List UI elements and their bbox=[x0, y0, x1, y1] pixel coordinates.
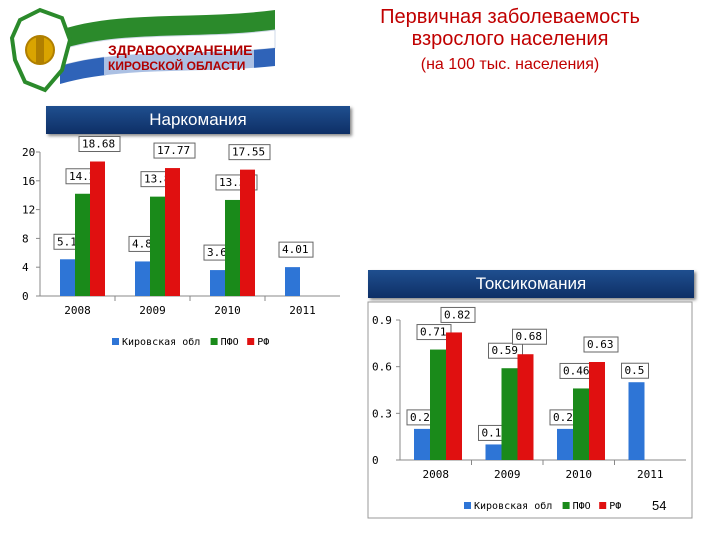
page-subtitle: (на 100 тыс. населения) bbox=[420, 56, 600, 73]
data-label: 0.5 bbox=[625, 364, 645, 377]
bar-0-0 bbox=[60, 259, 75, 296]
data-label-box bbox=[278, 241, 314, 258]
data-label: 0.59 bbox=[492, 344, 519, 357]
y-tick-label: 16 bbox=[22, 175, 35, 188]
data-label: 4.01 bbox=[282, 243, 309, 256]
bar-1-1 bbox=[501, 368, 518, 460]
data-label-box bbox=[78, 136, 121, 153]
chart-title-narcomania: Наркомания bbox=[46, 106, 350, 134]
data-label: 0.2 bbox=[553, 411, 573, 424]
y-tick-label: 0 bbox=[22, 290, 29, 303]
data-label-box bbox=[621, 362, 649, 379]
y-tick-label: 20 bbox=[22, 146, 35, 159]
data-label: 3.6 bbox=[207, 246, 227, 259]
data-label: 0.1 bbox=[482, 426, 502, 439]
bar-0-0 bbox=[414, 428, 430, 460]
legend-label: РФ bbox=[609, 501, 621, 512]
data-label: 0.71 bbox=[420, 326, 447, 339]
legend-label: Кировская обл bbox=[122, 336, 200, 348]
x-tick-label: 2009 bbox=[494, 468, 521, 481]
y-tick-label: 12 bbox=[22, 204, 35, 217]
chart-toxicomania: 0 0.3 0.6 0.9 2008 0.2 0.71 0.82 2009 0.1 0.590.68… bbox=[367, 301, 693, 519]
data-label: 0.46 bbox=[563, 364, 590, 377]
bar-0-2 bbox=[210, 270, 225, 296]
x-tick-label: 2011 bbox=[637, 468, 664, 481]
chart-title-toxicomania: Токсикомания bbox=[368, 270, 694, 298]
data-label: 18.68 bbox=[82, 138, 115, 151]
title-block: Первичная заболеваемость взрослого насел… bbox=[330, 6, 690, 76]
bar-2-1 bbox=[517, 354, 534, 460]
bar-2-2 bbox=[240, 169, 255, 296]
legend-swatch bbox=[210, 338, 218, 345]
legend-swatch bbox=[112, 338, 119, 345]
legend-label: РФ bbox=[257, 337, 269, 348]
legend-label: Кировская обл bbox=[474, 500, 552, 512]
legend-swatch bbox=[247, 338, 255, 345]
page-title-line2: взрослого населения bbox=[411, 28, 609, 50]
data-label-box bbox=[583, 336, 619, 353]
y-tick-label: 8 bbox=[22, 232, 29, 245]
data-label: 0.82 bbox=[444, 308, 471, 321]
bar-2-0 bbox=[446, 332, 462, 460]
x-tick-label: 2008 bbox=[64, 304, 91, 317]
data-label: 14.2 bbox=[69, 170, 96, 183]
x-tick-label: 2010 bbox=[214, 304, 241, 317]
chart-narcomania: 0 4 8 12 16 20 2008 5.1 14.2 18.68 2009 4.8 13.8 17.7… bbox=[22, 136, 340, 348]
x-tick-label: 2010 bbox=[566, 468, 593, 481]
logo: ЗДРАВООХРАНЕНИЕ КИРОВСКОЙ ОБЛАСТИ bbox=[9, 7, 276, 93]
legend-swatch bbox=[599, 502, 607, 509]
bar-2-2 bbox=[589, 362, 605, 460]
bar-0-2 bbox=[557, 428, 573, 460]
data-label: 13.8 bbox=[144, 173, 171, 186]
data-label: 0.2 bbox=[410, 411, 430, 424]
bar-1-0 bbox=[75, 193, 90, 296]
data-label: 5.1 bbox=[57, 235, 77, 248]
y-tick-label: 0.6 bbox=[372, 361, 392, 374]
bar-1-2 bbox=[225, 199, 240, 296]
y-tick-label: 0.3 bbox=[372, 407, 392, 420]
y-tick-label: 0 bbox=[372, 454, 379, 467]
legend-swatch bbox=[562, 502, 570, 509]
y-tick-label: 4 bbox=[22, 261, 29, 274]
bar-0-3 bbox=[628, 382, 645, 460]
data-label-box bbox=[416, 324, 452, 341]
data-label: 4.8 bbox=[132, 237, 152, 250]
page-number: 54 bbox=[652, 498, 667, 513]
bar-0-3 bbox=[285, 267, 300, 296]
bar-1-0 bbox=[430, 349, 446, 460]
page-title-line1: Первичная заболеваемость bbox=[380, 6, 640, 28]
bar-1-1 bbox=[150, 196, 165, 296]
legend-swatch bbox=[464, 502, 471, 509]
data-label: 17.77 bbox=[157, 144, 190, 157]
data-label-box bbox=[228, 144, 271, 161]
bar-2-1 bbox=[165, 168, 180, 296]
data-label-box bbox=[440, 306, 476, 323]
bar-0-1 bbox=[135, 261, 150, 296]
data-label-box bbox=[488, 342, 523, 359]
x-tick-label: 2008 bbox=[423, 468, 450, 481]
legend-label: ПФО bbox=[573, 501, 591, 512]
data-label-box bbox=[512, 328, 547, 345]
bar-2-0 bbox=[90, 161, 105, 296]
data-label: 0.63 bbox=[587, 338, 614, 351]
logo-text-1: ЗДРАВООХРАНЕНИЕ bbox=[108, 42, 252, 58]
y-tick-label: 0.9 bbox=[372, 314, 392, 327]
x-tick-label: 2011 bbox=[289, 304, 316, 317]
bar-1-2 bbox=[573, 388, 589, 460]
x-tick-label: 2009 bbox=[139, 304, 166, 317]
data-label-box bbox=[153, 142, 196, 159]
logo-text-2: КИРОВСКОЙ ОБЛАСТИ bbox=[108, 58, 245, 73]
legend-label: ПФО bbox=[221, 337, 239, 348]
data-label: 0.68 bbox=[516, 330, 543, 343]
data-label: 17.55 bbox=[232, 146, 265, 159]
bar-0-1 bbox=[485, 444, 502, 460]
